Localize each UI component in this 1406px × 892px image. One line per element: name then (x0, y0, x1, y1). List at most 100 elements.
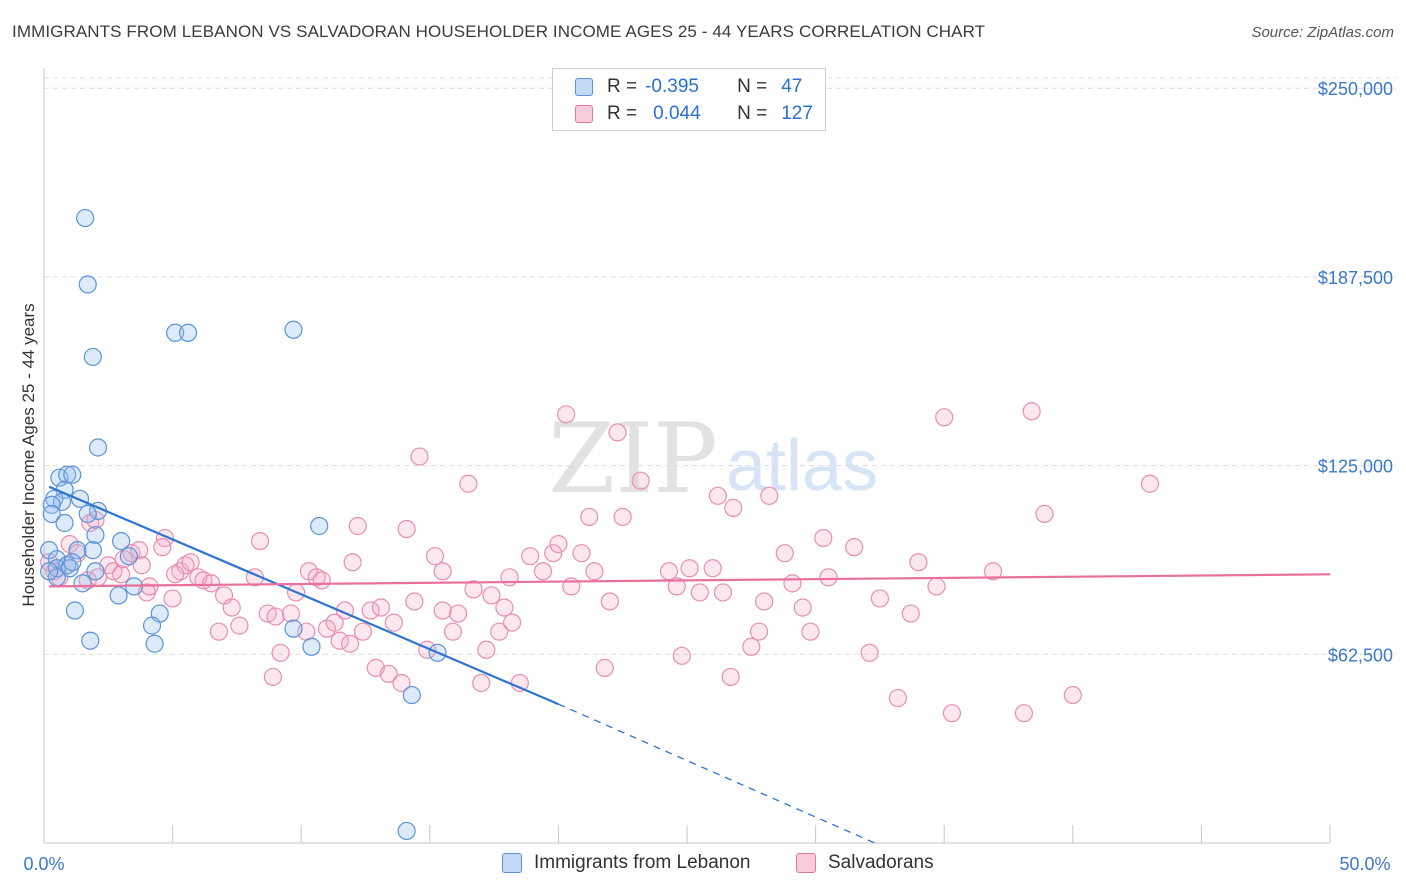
salvadorans-point (271, 643, 290, 662)
legend-swatch-salvadorans (575, 105, 593, 123)
salvadorans-point (713, 583, 733, 602)
y-tick-label: $250,000 (1318, 79, 1393, 99)
salvadorans-point (459, 474, 478, 493)
salvadorans-point (1063, 685, 1082, 705)
y-axis-label: Householder Income Ages 25 - 44 years (19, 303, 38, 606)
salvadorans-point (132, 556, 151, 575)
salvadorans-point (503, 613, 522, 632)
series-legend-salvadorans: Salvadorans (796, 852, 934, 874)
legend-row-salvadorans: R = 0.044 N = 127 (575, 103, 813, 125)
salvadorans-point (544, 544, 563, 563)
salvadorans-point (266, 607, 285, 626)
lebanon-point (166, 323, 185, 342)
lebanon-point (88, 438, 108, 457)
salvadorans-point (433, 562, 452, 581)
salvadorans-point (672, 646, 691, 665)
legend-row-lebanon: R = -0.395 N = 47 (575, 76, 802, 98)
salvadorans-point (613, 507, 632, 527)
salvadorans-point (935, 408, 954, 427)
salvadorans-point (1014, 704, 1034, 723)
salvadorans-point (667, 577, 686, 596)
salvadorans-point (392, 673, 411, 693)
x-tick-label: 0.0% (23, 854, 64, 874)
lebanon-point (68, 541, 87, 560)
salvadorans-point (724, 498, 743, 517)
salvadorans-point (361, 601, 380, 620)
chart-title: IMMIGRANTS FROM LEBANON VS SALVADORAN HO… (12, 22, 986, 41)
salvadorans-point (1140, 474, 1160, 493)
lebanon-point (81, 631, 100, 650)
lebanon-point (58, 465, 77, 484)
lebanon-point (119, 547, 138, 566)
lebanon-point (86, 525, 105, 545)
salvadorans-point (163, 589, 182, 608)
salvadorans-point (307, 568, 326, 587)
lebanon-point (284, 320, 303, 339)
salvadorans-point (860, 643, 879, 662)
lebanon-point (145, 634, 164, 653)
trend-lines (48, 485, 1331, 844)
salvadorans-point (983, 562, 1003, 581)
lebanon-point (42, 504, 61, 524)
salvadorans-point (176, 556, 195, 575)
salvadorans-trend-line (49, 573, 1331, 588)
series-swatch-lebanon (502, 853, 522, 873)
salvadorans-point (281, 604, 301, 623)
salvadorans-point (909, 553, 928, 572)
legend-n-value: 127 (781, 103, 813, 124)
series-legend-lebanon: Immigrants from Lebanon (502, 852, 751, 874)
salvadorans-point (477, 640, 496, 659)
salvadorans-point (153, 538, 172, 557)
y-tick-label: $187,500 (1318, 268, 1393, 288)
salvadorans-point (425, 547, 445, 566)
lebanon-point (78, 275, 97, 294)
legend-r-value: -0.395 (645, 76, 699, 97)
salvadorans-point (760, 486, 779, 505)
lebanon-trend-extension (558, 703, 876, 844)
salvadorans-point (343, 553, 362, 572)
salvadorans-point (814, 528, 833, 548)
salvadorans-point (130, 541, 149, 560)
salvadorans-point (209, 622, 228, 641)
salvadorans-point (353, 622, 373, 641)
lebanon-point (58, 556, 77, 575)
salvadorans-point (348, 516, 367, 536)
legend-swatch-lebanon (575, 78, 593, 96)
watermark-atlas: atlas (726, 426, 878, 506)
salvadorans-point (888, 688, 908, 708)
salvadorans-point (166, 565, 185, 584)
salvadorans-point (521, 547, 540, 566)
salvadorans-point (340, 634, 360, 653)
lebanon-point (109, 586, 128, 605)
salvadorans-point (330, 631, 349, 650)
lebanon-point (142, 616, 162, 635)
salvadorans-point (600, 592, 619, 611)
chart-source: Source: ZipAtlas.com (1251, 24, 1394, 41)
salvadorans-point (410, 447, 429, 466)
series-label-salvadorans: Salvadorans (828, 852, 934, 873)
legend-r-label: R = (607, 76, 638, 97)
axes (43, 68, 1331, 844)
legend-n-label: N = (737, 103, 768, 124)
watermark-zip: ZIP (548, 403, 717, 515)
salvadorans-point (580, 507, 599, 527)
salvadorans-point (371, 598, 391, 617)
lebanon-point (178, 323, 198, 342)
correlation-legend: R = -0.395 N = 47 R = 0.044 N = 127 (552, 68, 826, 131)
salvadorans-point (755, 592, 774, 611)
salvadorans-point (708, 486, 727, 505)
lebanon-point (83, 347, 102, 367)
salvadorans-point (942, 704, 962, 723)
y-tick-label: $125,000 (1318, 457, 1393, 477)
salvadorans-point (379, 664, 398, 684)
legend-r-value: 0.044 (653, 103, 701, 124)
lebanon-point (310, 516, 329, 536)
legend-n-value: 47 (781, 76, 803, 97)
salvadorans-point (549, 535, 568, 554)
legend-n-label: N = (737, 76, 768, 97)
lebanon-point (78, 504, 97, 524)
lebanon-point (397, 821, 416, 841)
salvadorans-point (230, 616, 249, 635)
lebanon-point (55, 513, 74, 533)
